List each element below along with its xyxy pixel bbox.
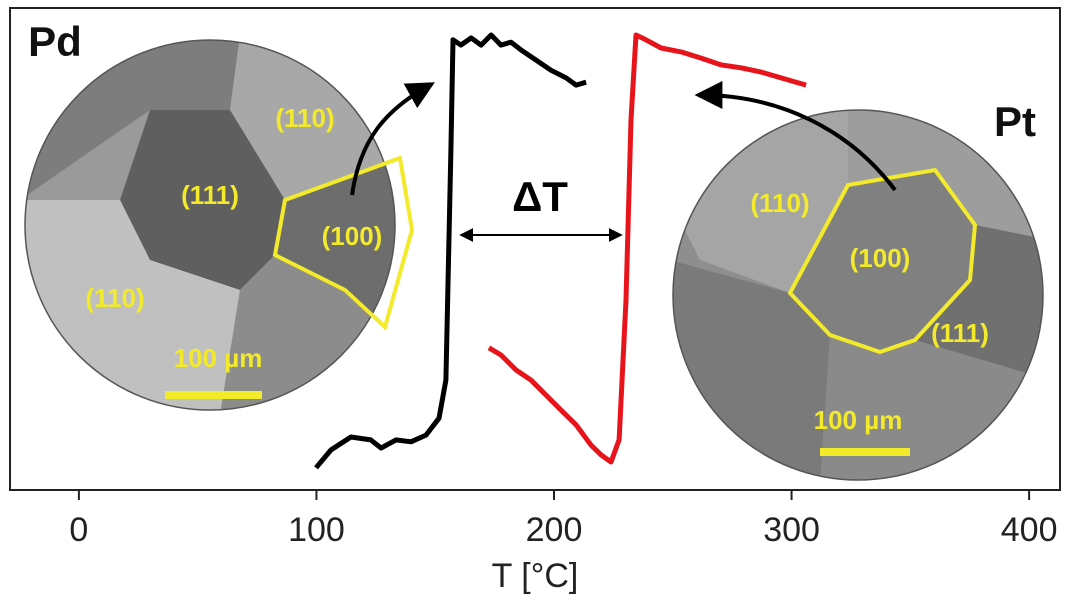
delta-t-label: ΔT: [512, 173, 568, 220]
metal-label: Pd: [28, 18, 82, 65]
scale-bar-label: 100 µm: [174, 343, 263, 373]
metal-label: Pt: [994, 98, 1036, 145]
facet-label: (111): [931, 318, 989, 348]
chart: ΔT T [°C] 0 100 200 300 400 Pd (110) (111) (100)…: [0, 0, 1071, 605]
x-tick-label: 100: [288, 511, 345, 549]
x-tick-label: 400: [1001, 511, 1058, 549]
facet-label: (100): [850, 243, 911, 273]
facet-label: (100): [322, 221, 383, 251]
facet-label: (111): [181, 180, 239, 210]
x-tick-label: 0: [69, 511, 88, 549]
facet-label: (110): [750, 188, 809, 218]
facet-label: (110): [275, 103, 334, 133]
x-tick-label: 300: [763, 511, 820, 549]
facet-label: (110): [85, 283, 144, 313]
x-axis-title: T [°C]: [492, 557, 579, 595]
scale-bar-label: 100 µm: [814, 405, 903, 435]
x-tick-label: 200: [526, 511, 583, 549]
